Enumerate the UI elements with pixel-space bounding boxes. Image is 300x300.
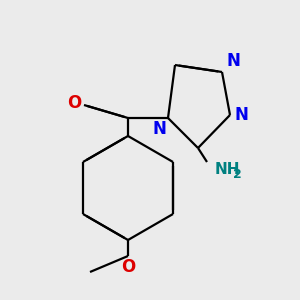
Text: N: N [226,52,240,70]
Text: O: O [121,258,135,276]
Text: O: O [67,94,81,112]
Text: 2: 2 [233,167,242,181]
Text: N: N [234,106,248,124]
Text: N: N [152,120,166,138]
Text: NH: NH [215,163,241,178]
